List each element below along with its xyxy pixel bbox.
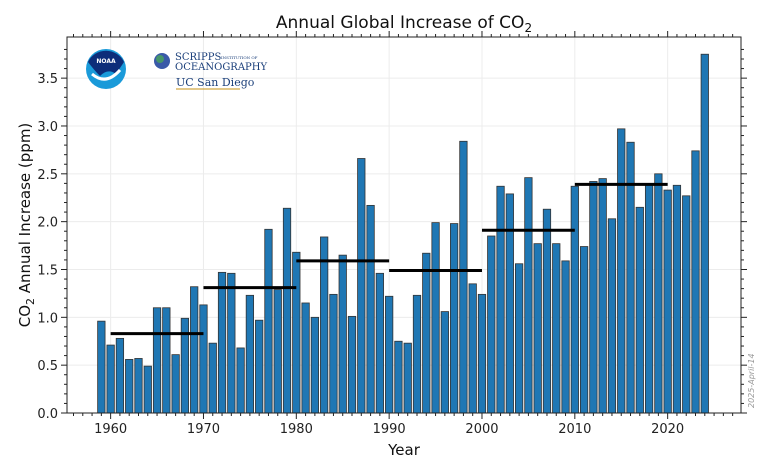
y-tick-label: 1.0 [37,311,58,326]
svg-text:INSTITUTION OF: INSTITUTION OF [221,55,258,60]
bar-1998 [459,140,468,414]
bar-1960 [106,344,115,414]
bar-2005 [524,177,533,414]
bar-2014 [607,218,617,414]
bar-1982 [310,316,319,414]
bar-1961 [115,337,125,414]
bar-2003 [505,193,514,414]
bar-1975 [245,294,255,414]
bar-1974 [236,347,245,414]
axes: 1960 1970 1980 1990 2000 2010 2020 0.0 0.5 1.0 1.5… [37,31,747,437]
y-tick-label: 3.5 [37,72,58,87]
bar-2015 [617,128,626,414]
bar-1990 [385,295,394,414]
bar-1969 [190,286,199,414]
bar-1979 [282,207,292,414]
bar-1967 [171,354,180,414]
y-tick-label: 1.5 [37,263,58,278]
bar-1987 [357,158,366,414]
bar-1995 [431,222,440,414]
svg-text:SCRIPPS: SCRIPPS [175,52,221,63]
y-tick-label: 2.5 [37,168,58,183]
bar-1989 [375,272,384,414]
plot-frame [66,36,742,414]
x-axis-label: Year [387,441,421,459]
bar-1973 [227,272,236,414]
y-tick-label: 0.0 [37,407,58,422]
bar-2012 [589,181,598,414]
bar-1972 [217,271,227,414]
bar-2018 [644,183,654,414]
bar-2013 [598,178,607,414]
bar-1970 [199,304,208,414]
bar-1997 [450,223,459,414]
bar-1977 [264,228,273,414]
bar-1983 [320,236,329,414]
bar-1985 [338,254,347,414]
bar-1976 [255,319,264,414]
bar-2002 [496,185,505,414]
bar-1963 [134,358,143,414]
ucsd-logo: UC San Diego [176,76,255,90]
y-tick-label: 2.0 [37,216,58,231]
noaa-logo: NOAA [86,49,126,89]
bar-2020 [663,189,672,414]
bar-2007 [542,208,552,414]
bar-2004 [515,263,524,414]
bar-1959 [97,320,106,414]
scripps-logo: SCRIPPS INSTITUTION OF OCEANOGRAPHY [154,52,268,73]
bar-1981 [301,302,310,414]
date-stamp: 2025-April-14 [747,353,756,408]
decade-average-lines [110,182,668,336]
x-tick-label: 2020 [651,422,684,437]
svg-text:OCEANOGRAPHY: OCEANOGRAPHY [175,62,268,73]
bars [97,53,709,414]
bar-2022 [682,195,691,414]
y-axis-label: CO2 Annual Increase (ppm) [16,123,37,328]
bar-1965 [152,307,162,414]
bar-1971 [208,342,217,414]
svg-text:NOAA: NOAA [96,58,116,65]
bar-2008 [552,243,561,414]
bar-1992 [403,342,412,414]
bar-1994 [422,252,431,414]
x-tick-label: 1970 [187,422,220,437]
bar-1986 [347,315,357,414]
bar-1978 [273,289,282,414]
x-tick-label: 1990 [373,422,406,437]
bar-1999 [468,283,477,414]
x-tick-label: 1960 [94,422,127,437]
bar-1962 [125,359,134,414]
bar-2017 [635,206,644,414]
y-tick-label: 3.0 [37,120,58,135]
chart-title: Annual Global Increase of CO2 [276,13,532,35]
bar-1993 [412,294,422,414]
bar-1996 [440,311,449,414]
bar-2010 [570,185,579,414]
bar-2024 [700,53,709,414]
bar-1984 [329,293,338,414]
bar-1964 [143,365,152,414]
bar-1966 [162,307,171,414]
bar-1991 [394,340,403,414]
bar-2009 [561,260,570,414]
bar-2019 [654,173,663,414]
x-tick-label: 1980 [280,422,313,437]
bar-1980 [292,251,301,414]
x-tick-label: 2010 [558,422,591,437]
bar-2006 [533,243,542,414]
bar-2000 [477,293,487,414]
y-tick-label: 0.5 [37,359,58,374]
bar-2023 [691,150,700,414]
x-tick-label: 2000 [465,422,498,437]
bar-2001 [487,235,496,414]
bar-1988 [366,204,375,414]
bar-2021 [672,184,682,414]
svg-text:UC San Diego: UC San Diego [176,76,255,89]
bar-2011 [579,246,589,414]
